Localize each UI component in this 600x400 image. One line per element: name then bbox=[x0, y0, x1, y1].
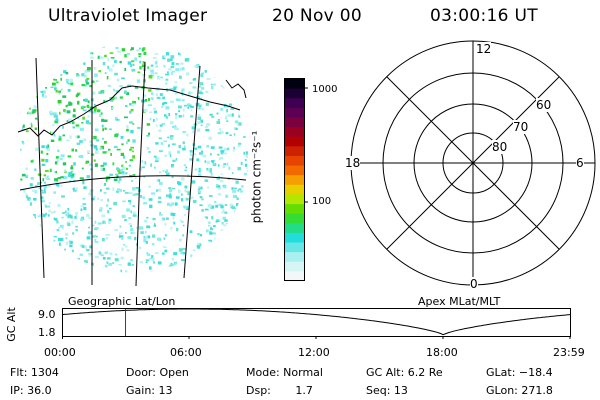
colorbar-cell bbox=[285, 136, 305, 147]
colorbar-unit-label: photon cm⁻²s⁻¹ bbox=[249, 130, 264, 224]
status-gain: Gain: 13 bbox=[126, 384, 173, 397]
colorbar-cell bbox=[285, 117, 305, 128]
colorbar-cell bbox=[285, 213, 305, 224]
colorbar-cell bbox=[285, 242, 305, 253]
status-mode: Mode: Normal bbox=[246, 366, 323, 379]
time-tick-1200: 12:00 bbox=[298, 346, 330, 359]
status-ip: IP: 36.0 bbox=[10, 384, 52, 397]
time-tick-2359: 23:59 bbox=[553, 346, 585, 359]
time-label: 03:00:16 UT bbox=[430, 6, 538, 26]
lat-label-70: 70 bbox=[513, 120, 529, 134]
status-gc-alt: GC Alt: 6.2 Re bbox=[366, 366, 443, 379]
mlt-label-18: 18 bbox=[345, 156, 361, 170]
aurora-emission-speckles bbox=[20, 45, 248, 273]
lat-label-60: 60 bbox=[536, 98, 552, 112]
mlt-label-0: 0 bbox=[470, 277, 478, 291]
colorbar-cell bbox=[285, 88, 305, 99]
longitude-lines bbox=[35, 57, 201, 287]
geographic-image-panel bbox=[17, 45, 248, 287]
colorbar-cell bbox=[285, 146, 305, 157]
colorbar-cell bbox=[285, 232, 305, 244]
latitude-line bbox=[19, 175, 247, 191]
gc-alt-curve bbox=[61, 308, 571, 336]
instrument-title: Ultraviolet Imager bbox=[48, 6, 208, 26]
status-flt: Flt: 1304 bbox=[10, 366, 59, 379]
colorbar-cell bbox=[285, 204, 305, 215]
polar-plot-panel bbox=[350, 40, 596, 286]
colorbar-cell bbox=[285, 252, 305, 263]
status-dsp: Dsp: 1.7 bbox=[246, 384, 313, 397]
colorbar-cell bbox=[285, 194, 305, 205]
apex-caption: Apex MLat/MLT bbox=[418, 295, 501, 308]
colorbar-cell bbox=[285, 165, 305, 176]
status-door: Door: Open bbox=[126, 366, 189, 379]
date-label: 20 Nov 00 bbox=[272, 6, 362, 26]
coastline-north bbox=[225, 79, 247, 99]
coastline bbox=[17, 85, 241, 137]
colorbar-cell bbox=[285, 79, 305, 90]
colorbar bbox=[284, 78, 308, 282]
colorbar-cell bbox=[285, 184, 305, 195]
geographic-caption: Geographic Lat/Lon bbox=[68, 295, 176, 308]
colorbar-tick-1000: 1000 bbox=[312, 84, 338, 95]
gc-alt-plot bbox=[61, 308, 571, 339]
time-tick-0000: 00:00 bbox=[44, 346, 76, 359]
colorbar-cell bbox=[285, 223, 305, 234]
status-seq: Seq: 13 bbox=[366, 384, 408, 397]
colorbar-cell bbox=[285, 261, 305, 272]
time-tick-0600: 06:00 bbox=[170, 346, 202, 359]
colorbar-cell bbox=[285, 107, 305, 118]
gc-alt-tick-9: 9.0 bbox=[38, 308, 56, 321]
colorbar-cell bbox=[285, 175, 305, 186]
mlt-label-12: 12 bbox=[476, 42, 492, 56]
gc-alt-tick-1.8: 1.8 bbox=[38, 326, 56, 339]
mlt-label-6: 6 bbox=[576, 156, 584, 170]
status-glat: GLat: −18.4 bbox=[486, 366, 553, 379]
colorbar-cell bbox=[285, 127, 305, 138]
polar-diagonal-2 bbox=[386, 76, 560, 250]
time-tick-1800: 18:00 bbox=[426, 346, 458, 359]
gc-alt-axis-label: GC Alt bbox=[4, 307, 18, 342]
colorbar-cell bbox=[285, 98, 305, 109]
status-glon: GLon: 271.8 bbox=[486, 384, 553, 397]
colorbar-cell bbox=[285, 155, 305, 167]
colorbar-tick-100: 100 bbox=[312, 196, 332, 207]
colorbar-cell bbox=[285, 271, 305, 282]
lat-label-80: 80 bbox=[492, 140, 508, 154]
